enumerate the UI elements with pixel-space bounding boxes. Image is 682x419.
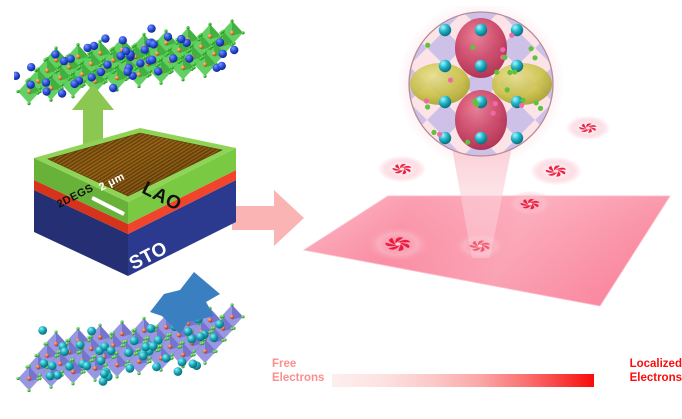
lao-lattice-graphic (14, 19, 245, 106)
magnifier-border (408, 11, 554, 157)
plane-vortex (366, 226, 430, 262)
sample-stack-graphic (34, 128, 236, 276)
legend-label-free: Free Electrons (272, 357, 324, 385)
right-scene-graphic (302, 6, 671, 307)
plane-vortex (378, 155, 426, 183)
interface-left-face (34, 180, 128, 234)
sto-lattice (12, 296, 274, 404)
legend-free-line1: Free (272, 358, 297, 370)
legend-free-line2: Electrons (272, 372, 325, 384)
plane-vortex (530, 156, 582, 186)
plane-vortex (566, 115, 610, 141)
legend-gradient-bar (332, 374, 594, 387)
plane-vortex (506, 190, 554, 218)
lao-lattice (14, 18, 272, 118)
sto-right-face (128, 180, 236, 276)
orbital-lobe-right (492, 63, 552, 105)
legend-localized-line1: Localized (629, 358, 682, 370)
legend-localized-line2: Electrons (629, 372, 682, 384)
afm-border (47, 132, 223, 197)
afm-shading (48, 133, 222, 196)
legend-label-localized: Localized Electrons (630, 357, 682, 385)
right-scene (280, 6, 682, 354)
sto-lattice-graphic (16, 303, 245, 393)
orbital-lobe-top (455, 18, 507, 78)
arrow-up-lao (72, 84, 114, 144)
interface-right-face (128, 170, 236, 234)
sample-stack (28, 128, 243, 298)
arrow-right-plane (232, 190, 304, 246)
orbital-lobe-left (410, 63, 470, 105)
lao-left-face (34, 158, 128, 224)
legend: Free Electrons Localized Electrons (270, 356, 682, 400)
sto-left-face (34, 190, 128, 276)
arrow-down-sto (150, 272, 220, 334)
lao-right-face (128, 148, 236, 224)
